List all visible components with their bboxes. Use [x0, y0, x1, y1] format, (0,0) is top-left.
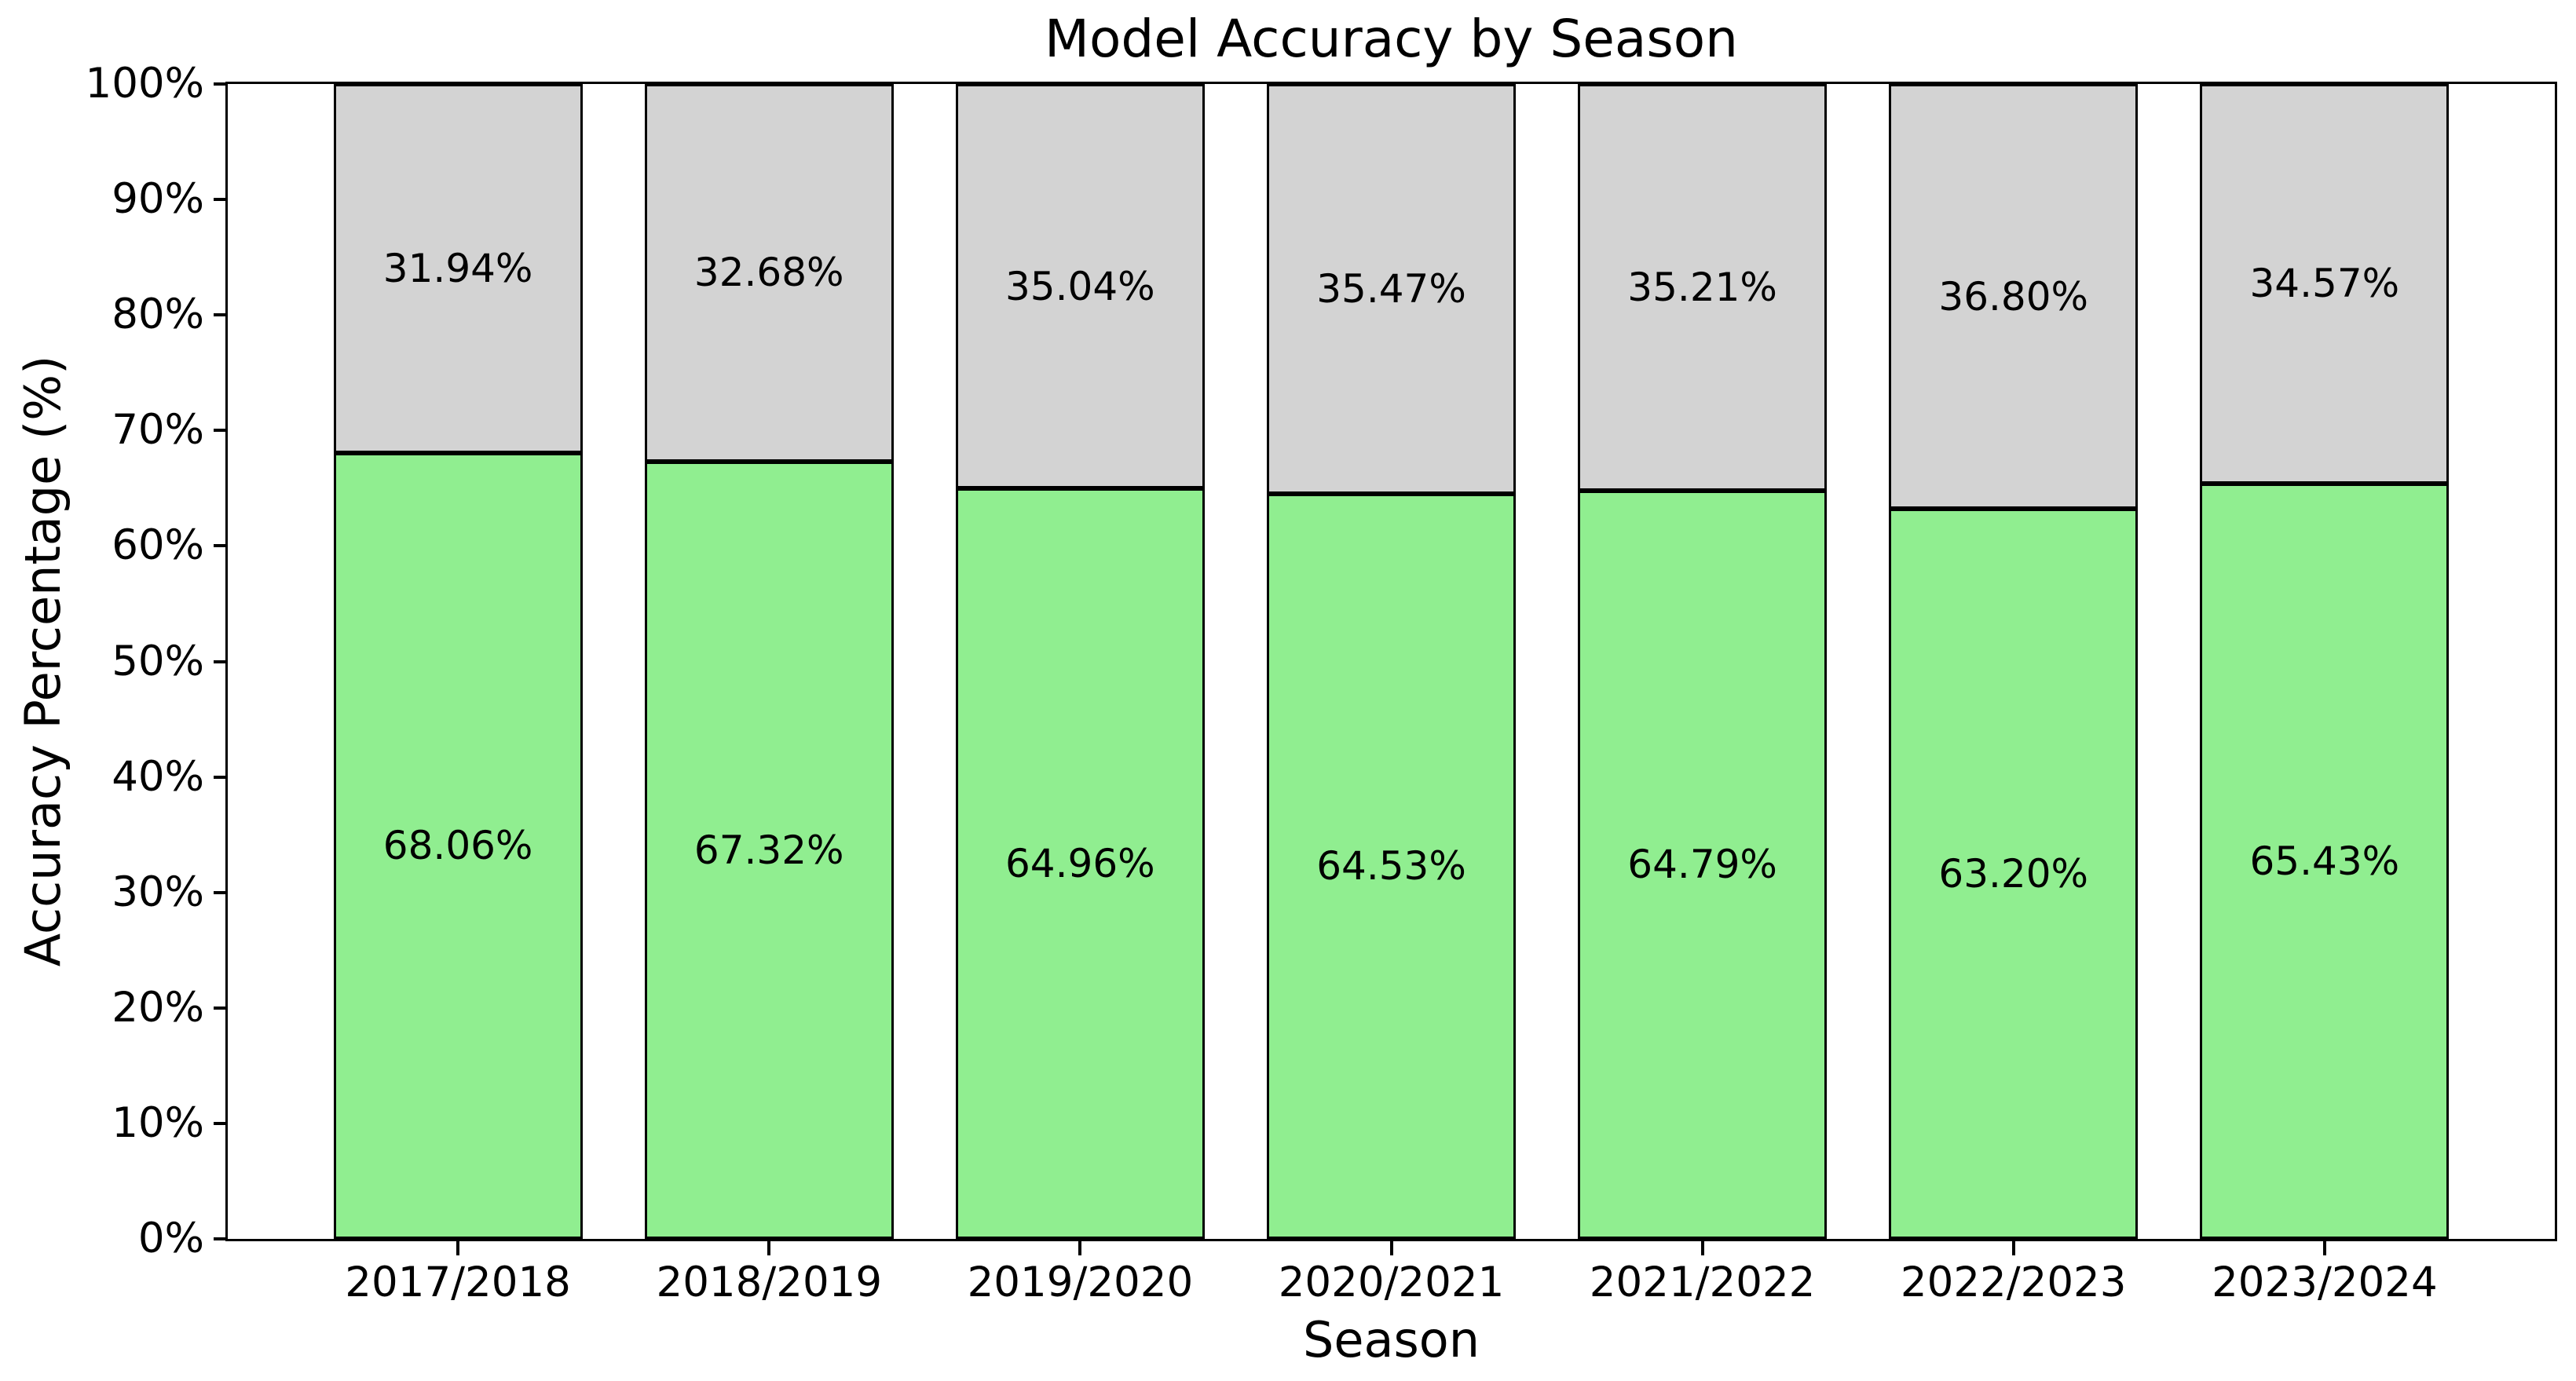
bar-segment-accurate: 67.32%: [644, 461, 894, 1239]
bar-segment-accurate: 63.20%: [1889, 509, 2139, 1239]
bar-segment-inaccurate: 32.68%: [644, 84, 894, 462]
bar-value-label: 35.47%: [1316, 265, 1466, 312]
y-tick-label: 30%: [112, 868, 204, 916]
bar-segment-inaccurate: 35.21%: [1578, 84, 1828, 491]
bar-value-label: 35.04%: [1005, 263, 1155, 309]
x-tick-label: 2023/2024: [2212, 1259, 2438, 1306]
bar: 34.57% 65.43%: [2200, 84, 2450, 1239]
y-tick-label: 70%: [112, 406, 204, 455]
y-tick-mark: [214, 198, 228, 202]
y-tick-label: 80%: [112, 290, 204, 339]
bar-value-label: 68.06%: [382, 823, 533, 869]
y-tick-label: 90%: [112, 175, 204, 224]
x-tick-label: 2017/2018: [345, 1259, 571, 1306]
bar-segment-accurate: 65.43%: [2200, 483, 2450, 1239]
bar-value-label: 36.80%: [1938, 273, 2089, 320]
bar-value-label: 67.32%: [693, 827, 844, 873]
bar-segment-inaccurate: 36.80%: [1889, 84, 2139, 510]
bar-segment-inaccurate: 35.47%: [1267, 84, 1516, 494]
bar-value-label: 35.21%: [1627, 264, 1777, 310]
bar: 35.21% 64.79%: [1578, 84, 1828, 1239]
x-axis-label: Season: [1302, 1311, 1480, 1368]
bar-value-label: 64.79%: [1627, 842, 1777, 888]
y-tick-mark: [214, 1121, 228, 1125]
bar: 36.80% 63.20%: [1889, 84, 2139, 1239]
bar: 35.04% 64.96%: [955, 84, 1205, 1239]
bar-segment-accurate: 64.53%: [1267, 493, 1516, 1239]
y-tick-mark: [214, 82, 228, 86]
x-tick-mark: [2322, 1241, 2326, 1255]
bar-value-label: 65.43%: [2249, 838, 2400, 884]
x-tick-mark: [767, 1241, 771, 1255]
y-tick-mark: [214, 429, 228, 433]
y-tick-label: 60%: [112, 521, 204, 570]
bar: 31.94% 68.06%: [333, 84, 583, 1239]
bar-segment-accurate: 68.06%: [333, 452, 583, 1239]
bar-value-label: 64.96%: [1005, 841, 1155, 887]
y-tick-label: 20%: [112, 983, 204, 1032]
y-tick-mark: [214, 544, 228, 548]
chart-title: Model Accuracy by Season: [1045, 9, 1738, 69]
x-tick-label: 2022/2023: [1900, 1259, 2127, 1306]
x-tick-mark: [1700, 1241, 1704, 1255]
bar: 32.68% 67.32%: [644, 84, 894, 1239]
bar-value-label: 34.57%: [2249, 261, 2400, 307]
bar-value-label: 31.94%: [382, 245, 533, 291]
y-tick-label: 50%: [112, 637, 204, 685]
y-tick-label: 0%: [137, 1215, 204, 1262]
x-tick-label: 2018/2019: [656, 1259, 883, 1306]
y-tick-label: 100%: [85, 60, 204, 108]
x-tick-mark: [456, 1241, 460, 1255]
x-tick-label: 2020/2021: [1278, 1259, 1505, 1306]
y-tick-mark: [214, 775, 228, 779]
plot-area: 31.94% 68.06% 32.68% 67.32% 35.04% 64.96% 35.4…: [225, 82, 2557, 1241]
bar-segment-accurate: 64.96%: [955, 488, 1205, 1239]
bar-segment-inaccurate: 31.94%: [333, 84, 583, 453]
y-tick-mark: [214, 1237, 228, 1240]
x-tick-mark: [1389, 1241, 1393, 1255]
y-tick-label: 10%: [112, 1098, 204, 1147]
y-tick-mark: [214, 659, 228, 663]
bar-segment-accurate: 64.79%: [1578, 490, 1828, 1239]
bar-segment-inaccurate: 35.04%: [955, 84, 1205, 489]
x-tick-mark: [1078, 1241, 1082, 1255]
y-tick-mark: [214, 313, 228, 317]
bar-value-label: 64.53%: [1316, 843, 1466, 890]
bar-value-label: 63.20%: [1938, 851, 2089, 897]
bar-value-label: 32.68%: [693, 250, 844, 296]
x-tick-mark: [2011, 1241, 2015, 1255]
bar-segment-inaccurate: 34.57%: [2200, 84, 2450, 484]
y-tick-mark: [214, 1006, 228, 1010]
bar: 35.47% 64.53%: [1267, 84, 1516, 1239]
y-tick-mark: [214, 890, 228, 894]
x-tick-label: 2021/2022: [1589, 1259, 1816, 1306]
x-tick-label: 2019/2020: [967, 1259, 1194, 1306]
y-tick-label: 40%: [112, 752, 204, 801]
